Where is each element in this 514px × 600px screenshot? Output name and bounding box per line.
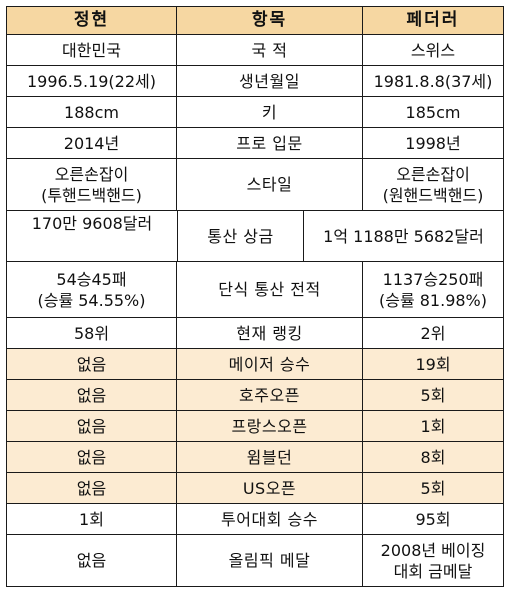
federer-value-line2: 대회 금메달 bbox=[393, 561, 473, 581]
item-label: 윔블던 bbox=[176, 441, 363, 473]
chung-value: 대한민국 bbox=[6, 34, 177, 66]
row-birthdate: 1996.5.19(22세) 생년월일 1981.8.8(37세) bbox=[6, 65, 504, 97]
chung-value: 188cm bbox=[6, 96, 177, 128]
chung-value: 없음 bbox=[6, 534, 177, 587]
federer-value: 8회 bbox=[362, 441, 504, 473]
item-label: 단식 통산 전적 bbox=[176, 261, 363, 318]
chung-value: 2014년 bbox=[6, 127, 177, 159]
chung-value-line2: (승률 54.55%) bbox=[37, 290, 146, 310]
item-label: 투어대회 승수 bbox=[176, 503, 363, 535]
federer-value: 1억 1188만 5682달러 bbox=[323, 226, 484, 246]
item-label: 메이저 승수 bbox=[176, 348, 363, 380]
item-label: 현재 랭킹 bbox=[176, 317, 363, 349]
row-pro-debut: 2014년 프로 입문 1998년 bbox=[6, 127, 504, 159]
federer-value: 1998년 bbox=[362, 127, 504, 159]
federer-value: 185cm bbox=[362, 96, 504, 128]
career-prize-cell: 170만 9608달러 통산 상금 1억 1188만 5682달러 bbox=[6, 210, 504, 262]
federer-value-line1: 1137승250패 bbox=[382, 269, 484, 289]
chung-value: 없음 bbox=[6, 410, 177, 442]
item-label: 국 적 bbox=[176, 34, 363, 66]
federer-value: 5회 bbox=[362, 472, 504, 504]
chung-value: 54승45패 (승률 54.55%) bbox=[6, 261, 177, 318]
federer-value: 5회 bbox=[362, 379, 504, 411]
federer-value: 스위스 bbox=[362, 34, 504, 66]
federer-value: 2008년 베이징 대회 금메달 bbox=[362, 534, 504, 587]
federer-value: 오른손잡이 (원핸드백핸드) bbox=[362, 158, 504, 211]
row-style: 오른손잡이 (투핸드백핸드) 스타일 오른손잡이 (원핸드백핸드) bbox=[6, 158, 504, 211]
header-chung: 정현 bbox=[6, 6, 177, 35]
chung-value: 없음 bbox=[6, 441, 177, 473]
item-label: 통산 상금 bbox=[178, 211, 304, 261]
item-label: 올림픽 메달 bbox=[176, 534, 363, 587]
chung-value: 58위 bbox=[6, 317, 177, 349]
chung-value: 1996.5.19(22세) bbox=[6, 65, 177, 97]
row-wimbledon: 없음 윔블던 8회 bbox=[6, 441, 504, 473]
item-label: US오픈 bbox=[176, 472, 363, 504]
chung-value-line2: (투핸드백핸드) bbox=[41, 185, 142, 205]
federer-value-line1: 오른손잡이 bbox=[396, 164, 470, 184]
chung-value-line1: 54승45패 bbox=[56, 269, 127, 289]
chung-value: 없음 bbox=[6, 472, 177, 504]
row-height: 188cm 키 185cm bbox=[6, 96, 504, 128]
item-label: 프로 입문 bbox=[176, 127, 363, 159]
chung-value: 1회 bbox=[6, 503, 177, 535]
federer-value: 1137승250패 (승률 81.98%) bbox=[362, 261, 504, 318]
header-item: 항목 bbox=[176, 6, 363, 35]
row-olympic-medal: 없음 올림픽 메달 2008년 베이징 대회 금메달 bbox=[6, 534, 504, 587]
chung-value-line1: 오른손잡이 bbox=[54, 164, 129, 184]
federer-value: 19회 bbox=[362, 348, 504, 380]
federer-value: 2위 bbox=[362, 317, 504, 349]
federer-value: 95회 bbox=[362, 503, 504, 535]
item-label: 키 bbox=[176, 96, 363, 128]
chung-value: 오른손잡이 (투핸드백핸드) bbox=[6, 158, 177, 211]
row-career-prize: 170만 9608달러 통산 상금 1억 1188만 5682달러 bbox=[6, 210, 504, 262]
chung-value: 170만 9608달러 bbox=[8, 211, 178, 261]
federer-value-line2: (승률 81.98%) bbox=[378, 290, 488, 310]
header-row: 정현 항목 페더러 bbox=[6, 6, 504, 35]
header-federer: 페더러 bbox=[362, 6, 504, 35]
comparison-table: 정현 항목 페더러 대한민국 국 적 스위스 1996.5.19(22세) 생년… bbox=[6, 6, 504, 587]
item-label: 생년월일 bbox=[176, 65, 363, 97]
item-label: 프랑스오픈 bbox=[176, 410, 363, 442]
item-label: 호주오픈 bbox=[176, 379, 363, 411]
federer-value: 1981.8.8(37세) bbox=[362, 65, 504, 97]
chung-value: 없음 bbox=[6, 379, 177, 411]
federer-value: 1회 bbox=[362, 410, 504, 442]
row-tour-wins: 1회 투어대회 승수 95회 bbox=[6, 503, 504, 535]
federer-value-line2: (원핸드백핸드) bbox=[382, 185, 484, 205]
item-label: 스타일 bbox=[176, 158, 363, 211]
row-major-wins: 없음 메이저 승수 19회 bbox=[6, 348, 504, 380]
row-ranking: 58위 현재 랭킹 2위 bbox=[6, 317, 504, 349]
row-australian-open: 없음 호주오픈 5회 bbox=[6, 379, 504, 411]
row-us-open: 없음 US오픈 5회 bbox=[6, 472, 504, 504]
row-nationality: 대한민국 국 적 스위스 bbox=[6, 34, 504, 66]
chung-value: 없음 bbox=[6, 348, 177, 380]
row-singles-record: 54승45패 (승률 54.55%) 단식 통산 전적 1137승250패 (승… bbox=[6, 261, 504, 318]
federer-value-line1: 2008년 베이징 bbox=[380, 540, 486, 560]
career-prize-split: 170만 9608달러 통산 상금 1억 1188만 5682달러 bbox=[8, 211, 503, 261]
row-french-open: 없음 프랑스오픈 1회 bbox=[6, 410, 504, 442]
